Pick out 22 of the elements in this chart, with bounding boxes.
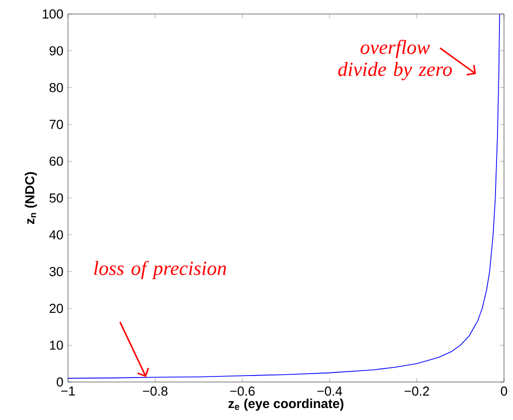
x-tick-label: −0.8 — [143, 386, 168, 396]
x-axis-title: z$_{e}$ (eye coordinate) — [228, 398, 344, 411]
y-tick-label: 50 — [50, 193, 63, 203]
x-tick-label: −0.2 — [404, 386, 429, 396]
annotation: overflow divide by zero — [338, 40, 452, 80]
y-tick-label: 70 — [50, 120, 63, 129]
y-tick-label: 90 — [50, 46, 63, 56]
y-axis-title: z$_{n}$ (NDC) — [24, 172, 37, 224]
line-series — [68, 14, 500, 379]
y-tick-label: 80 — [50, 82, 63, 92]
y-tick-label: 30 — [50, 266, 63, 276]
x-tick-label: −0.6 — [230, 386, 255, 396]
x-tick-label: −1 — [61, 386, 75, 396]
y-tick-label: 60 — [50, 156, 63, 166]
y-tick-label: 40 — [49, 230, 63, 240]
x-tick-label: −0.4 — [317, 386, 342, 396]
y-tick-label: 20 — [50, 304, 63, 313]
y-tick-label: 10 — [50, 340, 63, 350]
y-tick-label: 100 — [42, 9, 63, 19]
annotation: loss of precision — [94, 260, 226, 280]
y-tick-label: 0 — [56, 377, 63, 387]
x-tick-label: 0 — [500, 386, 508, 396]
